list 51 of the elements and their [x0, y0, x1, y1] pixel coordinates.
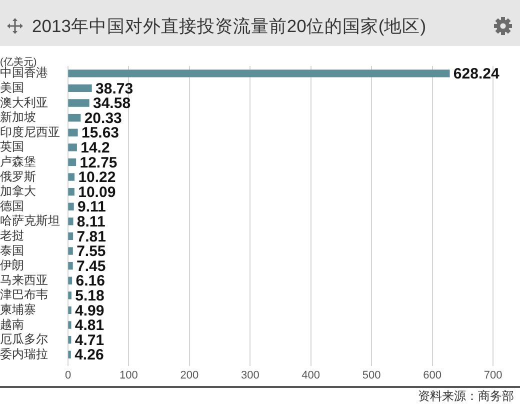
data-label: 4.99 — [75, 302, 104, 320]
data-label: 4.81 — [74, 317, 104, 334]
data-label: 38.73 — [96, 80, 134, 98]
y-tick-label: 柬埔寨 — [0, 302, 36, 317]
data-label: 15.63 — [81, 124, 120, 142]
y-tick-label: 中国香港 — [0, 66, 48, 80]
x-tick-label: 400 — [302, 370, 320, 382]
y-tick-label: 老挝 — [0, 228, 24, 243]
x-tick-label: 100 — [120, 370, 138, 382]
data-label: 8.11 — [76, 214, 106, 231]
x-axis-title: (亿美元) — [0, 57, 37, 68]
data-label: 4.26 — [74, 346, 104, 364]
data-label: 10.22 — [78, 169, 116, 186]
data-label: 12.75 — [80, 154, 118, 172]
data-label: 6.16 — [76, 272, 105, 290]
data-label: 7.45 — [76, 258, 106, 275]
y-tick-label: 德国 — [0, 198, 24, 213]
y-tick-label: 卢森堡 — [0, 154, 36, 169]
y-tick-label: 泰国 — [0, 243, 24, 258]
data-label: 7.81 — [76, 228, 106, 246]
y-tick-label: 加拿大 — [0, 184, 36, 198]
data-label: 628.24 — [453, 66, 500, 83]
x-tick-label: 0 — [64, 370, 72, 382]
data-label: 14.2 — [80, 140, 110, 157]
y-tick-label: 马来西亚 — [0, 272, 48, 287]
y-tick-label: 印度尼西亚 — [0, 124, 60, 139]
y-tick-label: 美国 — [0, 80, 24, 95]
y-tick-label: 澳大利亚 — [0, 95, 48, 110]
data-label: 10.09 — [78, 184, 116, 201]
y-tick-label: 新加坡 — [0, 110, 36, 124]
text: 资料来源：商务部 — [418, 389, 514, 403]
x-tick-label: 500 — [362, 370, 381, 382]
x-tick-label: 300 — [240, 370, 260, 382]
y-tick-label: 哈萨克斯坦 — [0, 214, 60, 228]
y-tick-label: 伊朗 — [0, 258, 24, 272]
data-label: 34.58 — [92, 95, 131, 112]
x-tick-label: 700 — [484, 370, 502, 382]
y-tick-label: 俄罗斯 — [0, 169, 36, 184]
data-label: 9.11 — [78, 198, 106, 216]
chart-title: 2013年中国对外直接投资流量前20位的国家(地区) — [32, 15, 426, 38]
data-label: 5.18 — [75, 288, 104, 305]
data-label: 20.33 — [84, 110, 122, 127]
y-tick-label: 越南 — [0, 317, 24, 332]
y-tick-label: 英国 — [0, 140, 24, 154]
x-tick-label: 200 — [180, 370, 199, 382]
y-tick-label: 厄瓜多尔 — [0, 332, 48, 346]
data-label: 4.71 — [74, 332, 104, 349]
y-tick-label: 委内瑞拉 — [0, 346, 48, 361]
data-label: 7.55 — [76, 243, 106, 260]
y-tick-label: 津巴布韦 — [0, 288, 48, 302]
x-tick-label: 600 — [423, 370, 442, 382]
